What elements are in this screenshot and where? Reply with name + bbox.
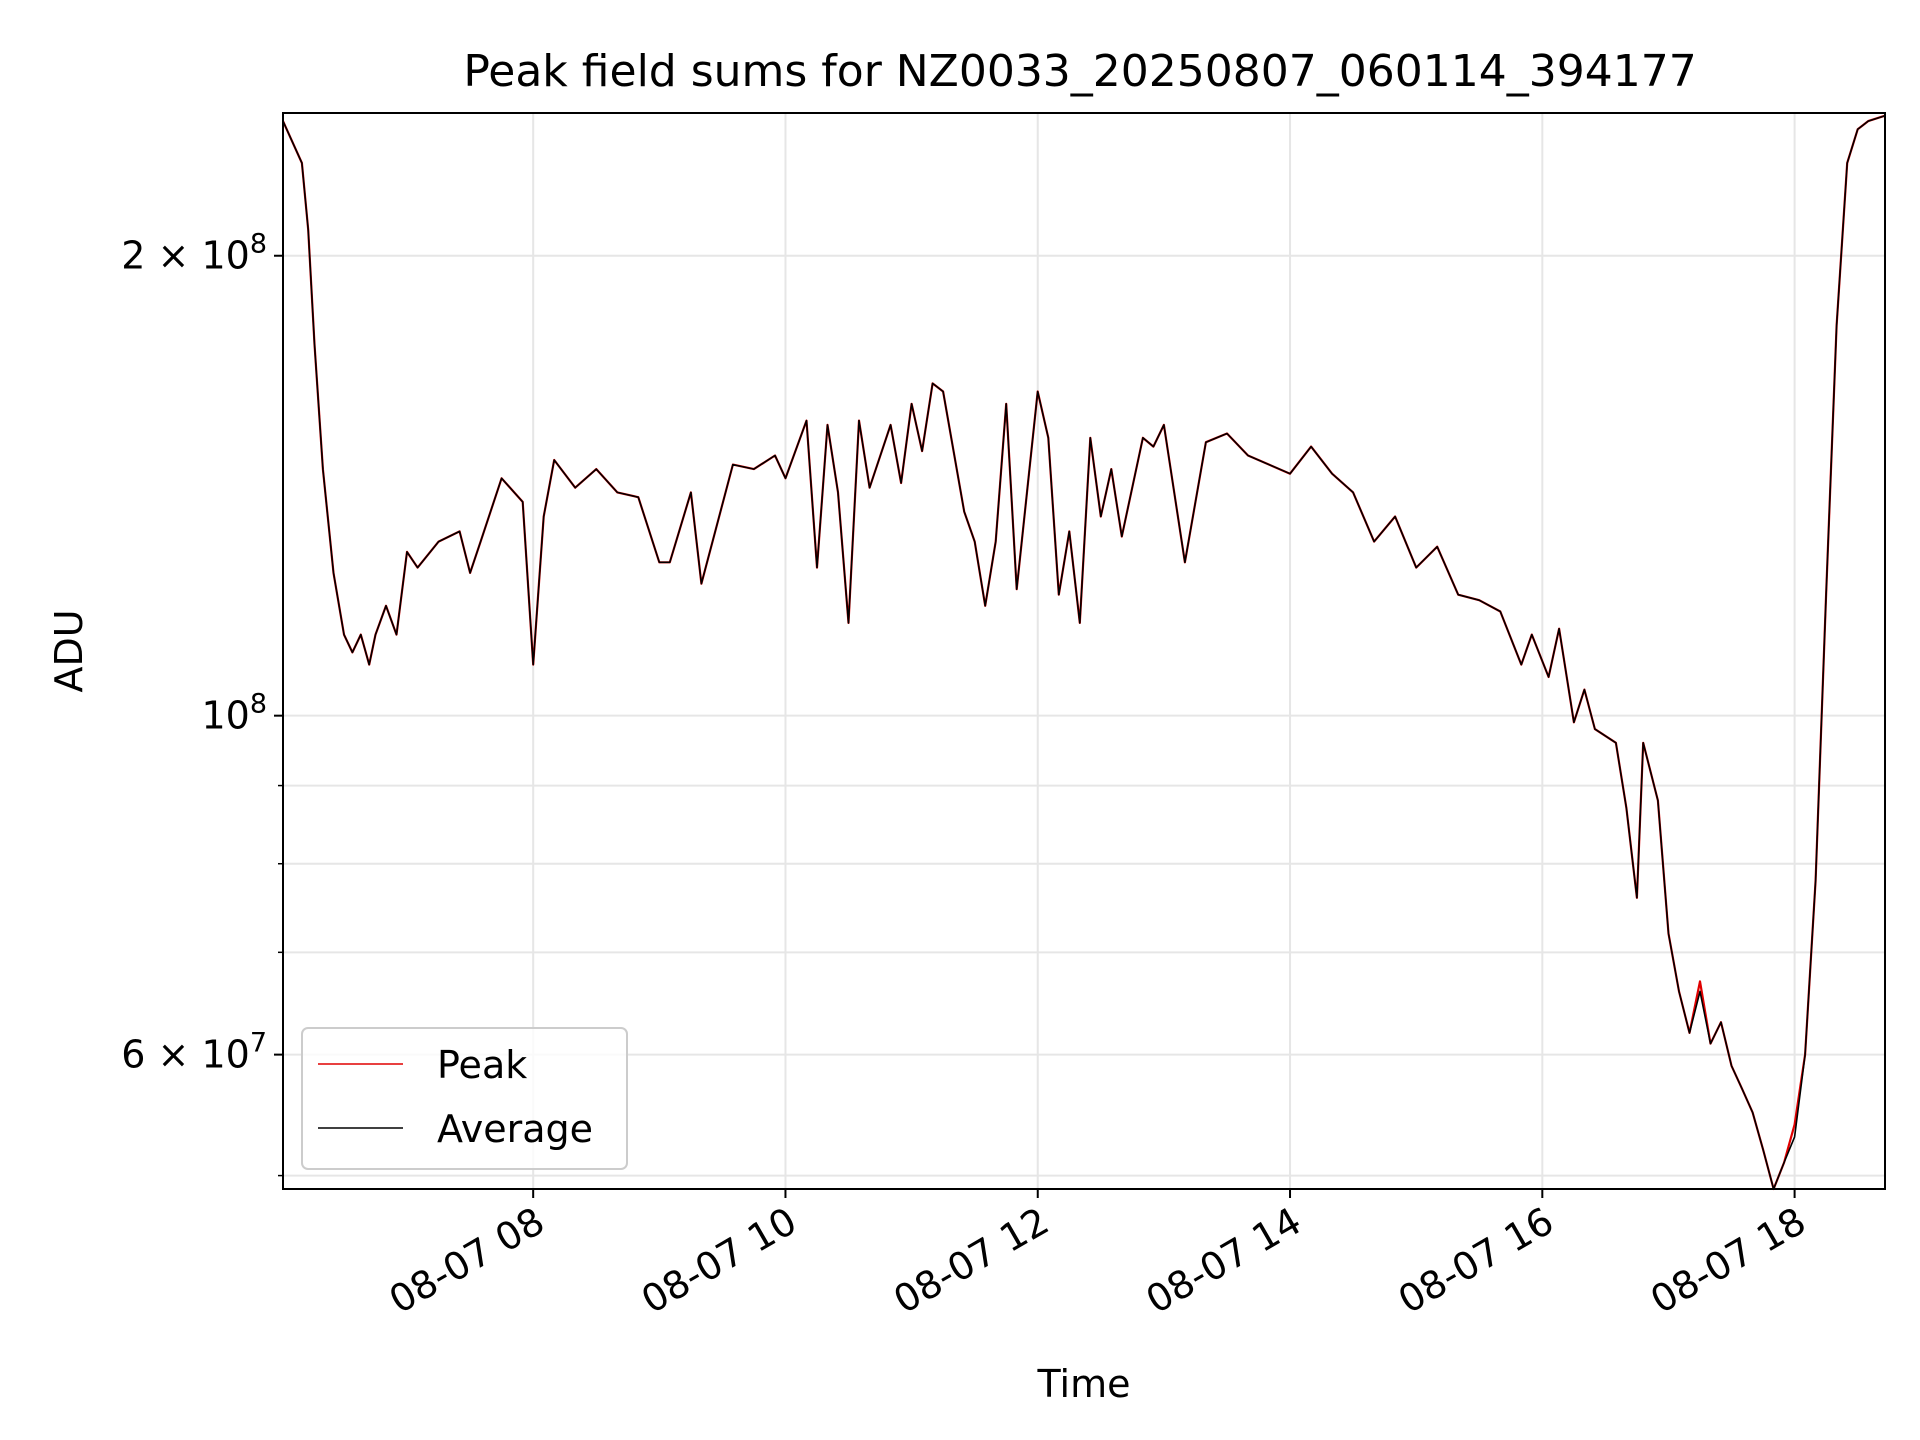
series-layer [281,114,1886,1191]
y-axis-label: ADU [47,609,91,692]
series-line-average [282,114,1886,1190]
legend: Peak Average [301,1027,628,1170]
chart-title: Peak field sums for NZ0033_20250807_0601… [463,46,1696,97]
plot-area-frame [282,112,1886,1190]
y-tick-label: 6 × 107 [121,1028,267,1077]
y-tick-label: 108 [201,689,267,738]
legend-label-peak: Peak [437,1043,527,1087]
legend-label-average: Average [437,1107,593,1151]
y-tick-label: 2 × 108 [121,229,267,278]
grid-lines [283,113,1885,1189]
x-axis-label: Time [1037,1362,1131,1406]
